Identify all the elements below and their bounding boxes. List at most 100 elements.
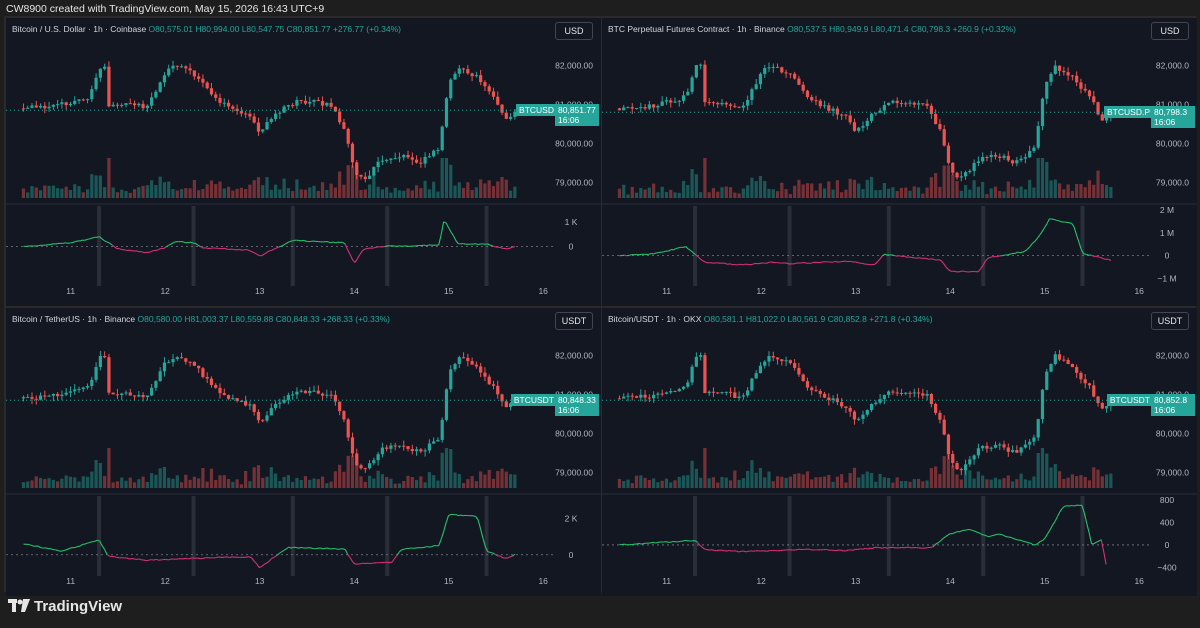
- volume-bar: [128, 192, 132, 198]
- currency-button[interactable]: USD: [1151, 22, 1189, 40]
- candle-body: [993, 444, 998, 448]
- currency-button[interactable]: USDT: [1151, 312, 1189, 330]
- volume-bar: [466, 479, 470, 488]
- currency-button[interactable]: USDT: [555, 312, 593, 330]
- currency-button[interactable]: USD: [555, 22, 593, 40]
- volume-bar: [681, 180, 686, 198]
- symbol-name[interactable]: BTC Perpetual Futures Contract · 1h · Bi…: [608, 24, 785, 34]
- tradingview-logo[interactable]: TradingView: [8, 598, 122, 617]
- volume-bar: [775, 191, 780, 198]
- volume-bar: [94, 175, 98, 198]
- cvd-line-segment: [857, 262, 861, 264]
- cvd-line-segment: [1073, 226, 1077, 235]
- candle-body: [865, 120, 869, 127]
- candle-body: [716, 102, 720, 105]
- price-tick-label: 79,000.0: [1156, 467, 1189, 477]
- candle-body: [1006, 155, 1010, 161]
- symbol-header[interactable]: BTC Perpetual Futures Contract · 1h · Bi…: [608, 24, 1016, 34]
- candle-body: [248, 404, 252, 406]
- candle-body: [874, 112, 878, 114]
- cvd-line-segment: [477, 243, 481, 246]
- volume-bar: [912, 479, 916, 488]
- volume-bar: [120, 477, 124, 488]
- cvd-line-segment: [101, 545, 105, 550]
- candle-body: [56, 104, 60, 106]
- candle-body: [81, 99, 85, 101]
- volume-bar: [1023, 479, 1027, 488]
- cvd-tick-label: −1 M: [1157, 273, 1176, 283]
- candle-body: [780, 67, 784, 73]
- price-tick-label: 82,000.00: [555, 60, 593, 70]
- candle-body: [137, 395, 141, 397]
- cvd-line-segment: [1054, 516, 1058, 522]
- candle-body: [103, 355, 107, 358]
- candle-body: [504, 401, 508, 408]
- volume-bar: [741, 188, 745, 198]
- candle-body: [299, 99, 303, 101]
- volume-bar: [1075, 476, 1079, 488]
- cvd-line-segment: [743, 550, 747, 553]
- volume-bar: [222, 188, 226, 198]
- volume-bar: [188, 188, 192, 198]
- chart-panel-2[interactable]: 82,000.0 81,000.0 80,000.0 79,000.0 2 M 1 M 0 −…: [602, 18, 1197, 306]
- cvd-line-segment: [183, 557, 186, 560]
- candle-body: [239, 400, 243, 402]
- candle-body: [474, 75, 478, 77]
- candle-body: [643, 394, 647, 398]
- cvd-line-segment: [89, 237, 93, 240]
- volume-bar: [457, 182, 461, 198]
- cvd-line-segment: [670, 540, 674, 543]
- candle-body: [171, 65, 175, 69]
- candle-body: [887, 391, 891, 395]
- volume-bar: [85, 189, 90, 198]
- candle-body: [483, 82, 487, 87]
- chart-panel-4[interactable]: 82,000.081,000.080,000.079,000.08004000−…: [602, 308, 1197, 596]
- candle-body: [840, 402, 844, 407]
- symbol-header[interactable]: Bitcoin / TetherUS · 1h · Binance O80,58…: [12, 314, 390, 324]
- volume-bar: [669, 189, 673, 198]
- cvd-line-segment: [1056, 511, 1061, 517]
- cvd-line-segment: [187, 557, 191, 560]
- candle-body: [338, 401, 342, 412]
- cvd-line-segment: [256, 563, 260, 568]
- candle-body: [1079, 372, 1083, 380]
- volume-bar: [946, 448, 951, 488]
- candle-body: [496, 96, 500, 105]
- volume-bar: [643, 477, 647, 488]
- cvd-line-segment: [1030, 542, 1034, 546]
- volume-bar: [1109, 186, 1113, 198]
- symbol-header[interactable]: Bitcoin / U.S. Dollar · 1h · Coinbase O8…: [12, 24, 401, 34]
- symbol-header[interactable]: Bitcoin/USDT · 1h · OKX O80,581.1 H81,02…: [608, 314, 933, 324]
- candle-body: [461, 68, 466, 70]
- volume-bar: [209, 468, 214, 488]
- volume-bar: [350, 455, 355, 488]
- symbol-name[interactable]: Bitcoin / U.S. Dollar · 1h · Coinbase: [12, 24, 147, 34]
- cvd-line-segment: [87, 541, 90, 544]
- volume-bar: [1096, 469, 1100, 488]
- volume-bar: [869, 176, 874, 198]
- volume-bar: [1096, 170, 1100, 198]
- candle-body: [754, 373, 758, 379]
- volume-bar: [376, 470, 380, 488]
- volume-bar: [998, 190, 1002, 198]
- cvd-line-segment: [711, 549, 715, 552]
- volume-bar: [171, 189, 175, 198]
- candle-body: [998, 156, 1002, 158]
- candle-body: [504, 112, 508, 119]
- candle-body: [775, 66, 780, 68]
- volume-bar: [664, 191, 669, 198]
- symbol-name[interactable]: Bitcoin/USDT · 1h · OKX: [608, 314, 702, 324]
- candle-body: [436, 150, 440, 152]
- volume-bar: [1092, 467, 1096, 488]
- volume-bar: [21, 188, 26, 198]
- volume-bar: [998, 479, 1002, 488]
- symbol-name[interactable]: Bitcoin / TetherUS · 1h · Binance: [12, 314, 136, 324]
- candle-body: [479, 75, 483, 83]
- candle-body: [68, 391, 73, 393]
- cvd-line-segment: [926, 257, 930, 260]
- candle-body: [1019, 447, 1023, 453]
- cvd-line-segment: [455, 514, 459, 517]
- volume-bar: [951, 174, 955, 198]
